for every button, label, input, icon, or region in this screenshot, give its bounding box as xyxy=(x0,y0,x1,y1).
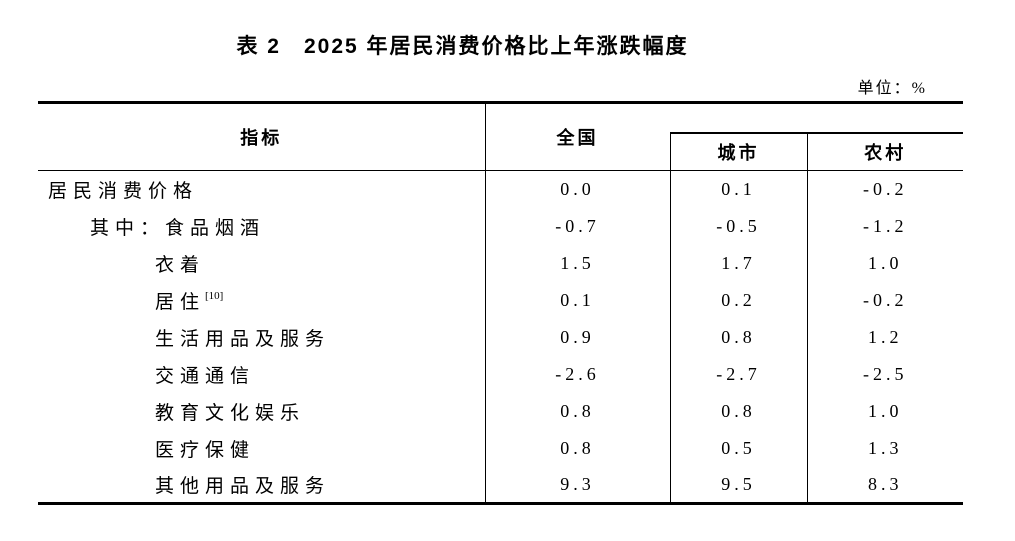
indicator-cell: 医疗保健 xyxy=(38,429,486,467)
urban-value: 0.8 xyxy=(670,318,808,356)
table-row: 交通通信 -2.6 -2.7 -2.5 xyxy=(38,355,963,393)
table-row: 居民消费价格 0.0 0.1 -0.2 xyxy=(38,170,963,208)
footnote-ref: [10] xyxy=(205,290,224,303)
indicator-label: 其中：食品烟酒 xyxy=(90,217,266,239)
indicator-cell: 生活用品及服务 xyxy=(38,318,486,356)
table-row: 教育文化娱乐 0.8 0.8 1.0 xyxy=(38,392,963,430)
table-title: 表 2 2025 年居民消费价格比上年涨跌幅度 xyxy=(236,35,689,58)
indicator-cell: 衣着 xyxy=(38,244,486,282)
urban-value: 0.1 xyxy=(670,170,808,208)
national-value: 0.8 xyxy=(485,392,671,430)
rural-value: 1.3 xyxy=(868,437,903,458)
national-value: 0.9 xyxy=(485,318,671,356)
table-row: 其他用品及服务 9.3 9.5 8.3 xyxy=(38,466,963,504)
table-row: 衣着 1.5 1.7 1.0 xyxy=(38,244,963,282)
cpi-table: 指标 全国 城市 农村 居民消费价格 0.0 0.1 -0.2 其中：食品烟酒 … xyxy=(38,101,963,505)
table-row: 其中：食品烟酒 -0.7 -0.5 -1.2 xyxy=(38,207,963,245)
rural-value: -2.5 xyxy=(863,363,908,384)
indicator-label: 居民消费价格 xyxy=(48,180,199,202)
indicator-cell: 居民消费价格 xyxy=(38,170,486,208)
urban-value: 9.5 xyxy=(670,466,808,504)
rural-value: 1.0 xyxy=(868,400,903,421)
header-row-sub: 城市 农村 xyxy=(38,133,963,171)
indicator-label: 医疗保健 xyxy=(155,439,256,461)
rural-value: 8.3 xyxy=(868,473,903,494)
indicator-cell: 教育文化娱乐 xyxy=(38,392,486,430)
indicator-label: 生活用品及服务 xyxy=(155,328,331,350)
table-row: 医疗保健 0.8 0.5 1.3 xyxy=(38,429,963,467)
column-header-national: 全国 xyxy=(485,102,670,171)
urban-value: 0.8 xyxy=(670,392,808,430)
indicator-cell: 其中：食品烟酒 xyxy=(38,207,486,245)
indicator-cell: 居住[10] xyxy=(38,281,486,319)
urban-value: 0.2 xyxy=(670,281,808,319)
unit-label: 单位：% xyxy=(857,80,927,97)
rural-value: -0.2 xyxy=(863,289,908,310)
indicator-label: 其他用品及服务 xyxy=(155,475,331,497)
national-value: -0.7 xyxy=(485,207,671,245)
urban-value: 1.7 xyxy=(670,244,808,282)
column-header-indicator: 指标 xyxy=(38,102,486,171)
column-header-urban: 城市 xyxy=(669,133,808,171)
national-value: 0.8 xyxy=(485,429,671,467)
indicator-cell: 交通通信 xyxy=(38,355,486,393)
urban-value: -0.5 xyxy=(670,207,808,245)
national-value: 1.5 xyxy=(485,244,671,282)
rural-value: -1.2 xyxy=(863,215,908,236)
rural-value: -0.2 xyxy=(863,178,908,199)
national-value: 0.1 xyxy=(485,281,671,319)
column-header-spanner xyxy=(670,102,963,134)
table-row: 居住[10] 0.1 0.2 -0.2 xyxy=(38,281,963,319)
urban-value: -2.7 xyxy=(670,355,808,393)
indicator-cell: 其他用品及服务 xyxy=(38,466,486,504)
column-header-rural: 农村 xyxy=(807,133,963,171)
table-header: 指标 全国 城市 农村 xyxy=(38,102,963,171)
national-value: 9.3 xyxy=(485,466,671,504)
indicator-label: 交通通信 xyxy=(155,365,256,387)
indicator-label: 居住 xyxy=(155,291,206,313)
table-row: 生活用品及服务 0.9 0.8 1.2 xyxy=(38,318,963,356)
indicator-label: 衣着 xyxy=(155,254,206,276)
indicator-label: 教育文化娱乐 xyxy=(155,402,306,424)
table-body: 居民消费价格 0.0 0.1 -0.2 其中：食品烟酒 -0.7 -0.5 -1… xyxy=(38,170,963,504)
national-value: 0.0 xyxy=(485,170,671,208)
rural-value: 1.0 xyxy=(868,252,903,273)
national-value: -2.6 xyxy=(485,355,671,393)
rural-value: 1.2 xyxy=(868,326,903,347)
urban-value: 0.5 xyxy=(670,429,808,467)
header-row-top: 指标 全国 xyxy=(38,102,963,171)
